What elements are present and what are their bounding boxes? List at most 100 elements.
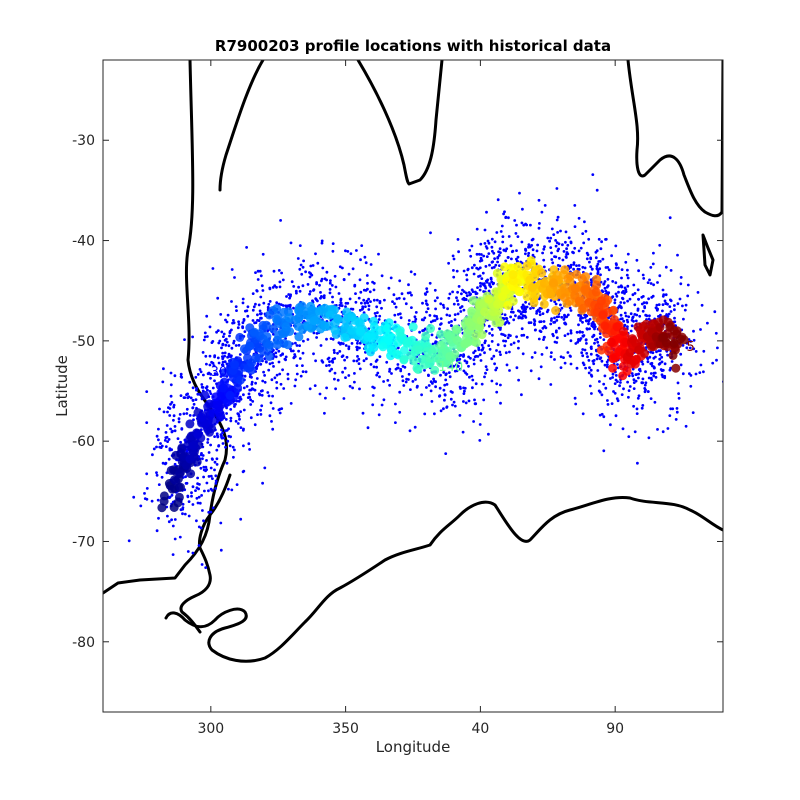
- historical-point: [479, 242, 483, 246]
- historical-point: [621, 297, 625, 301]
- historical-point: [481, 348, 485, 351]
- historical-point: [349, 252, 353, 256]
- historical-point: [353, 372, 356, 375]
- historical-point: [221, 342, 225, 346]
- historical-point: [332, 348, 336, 352]
- historical-point: [542, 338, 545, 341]
- historical-point: [223, 351, 227, 355]
- historical-point: [556, 249, 560, 253]
- historical-point: [524, 307, 527, 311]
- historical-point: [599, 247, 603, 251]
- historical-point: [189, 396, 193, 400]
- historical-point: [213, 460, 217, 464]
- historical-point: [629, 312, 633, 316]
- historical-point: [483, 228, 487, 232]
- historical-point: [536, 243, 539, 247]
- historical-point: [499, 251, 502, 255]
- historical-point: [344, 301, 348, 305]
- historical-point: [298, 244, 302, 248]
- historical-point: [172, 418, 175, 422]
- historical-point: [195, 519, 198, 523]
- historical-point: [281, 353, 284, 356]
- historical-point: [539, 365, 543, 369]
- historical-point: [177, 420, 181, 424]
- historical-point: [525, 335, 529, 339]
- historical-point: [504, 216, 508, 220]
- historical-point: [616, 399, 620, 403]
- historical-point: [451, 403, 454, 407]
- historical-point: [566, 351, 570, 354]
- historical-point: [694, 350, 698, 353]
- historical-point: [543, 245, 546, 249]
- historical-point: [548, 239, 551, 243]
- historical-point: [364, 305, 367, 308]
- historical-point: [538, 310, 542, 313]
- historical-point: [208, 390, 212, 393]
- historical-point: [378, 355, 382, 358]
- historical-point: [607, 316, 610, 320]
- historical-point: [242, 319, 246, 322]
- historical-point: [579, 319, 582, 322]
- historical-point: [581, 330, 584, 334]
- historical-point: [691, 411, 695, 414]
- historical-point: [400, 292, 404, 296]
- historical-point: [238, 353, 242, 356]
- historical-point: [649, 266, 653, 269]
- historical-point: [491, 333, 494, 337]
- historical-point: [341, 354, 345, 358]
- profile-point: [537, 268, 547, 278]
- historical-point: [204, 465, 208, 469]
- historical-point: [161, 461, 165, 465]
- historical-point: [438, 386, 442, 390]
- historical-point: [569, 241, 573, 245]
- historical-point: [306, 283, 310, 286]
- historical-point: [167, 457, 171, 461]
- historical-point: [459, 353, 463, 357]
- historical-point: [344, 305, 347, 308]
- historical-point: [156, 498, 160, 502]
- historical-point: [520, 334, 524, 337]
- historical-point: [626, 299, 629, 303]
- historical-point: [271, 427, 275, 431]
- historical-point: [330, 367, 333, 371]
- historical-point: [580, 351, 584, 355]
- historical-point: [593, 341, 596, 345]
- historical-point: [322, 296, 326, 299]
- historical-point: [294, 378, 298, 382]
- profile-point: [560, 265, 570, 275]
- historical-point: [655, 303, 659, 307]
- historical-point: [559, 229, 562, 233]
- historical-point: [325, 364, 328, 367]
- historical-point: [194, 375, 198, 379]
- historical-point: [330, 284, 334, 287]
- historical-point: [504, 259, 508, 263]
- historical-point: [234, 344, 238, 347]
- historical-point: [541, 312, 545, 315]
- historical-point: [219, 433, 223, 436]
- historical-point: [225, 320, 229, 324]
- historical-point: [239, 426, 243, 429]
- historical-point: [348, 297, 352, 301]
- historical-point: [308, 271, 311, 274]
- historical-point: [656, 428, 659, 431]
- historical-point: [214, 487, 218, 490]
- historical-point: [374, 314, 378, 318]
- historical-point: [602, 382, 606, 386]
- historical-point: [470, 244, 474, 248]
- historical-point: [700, 303, 704, 307]
- historical-point: [191, 398, 195, 402]
- historical-point: [279, 303, 283, 306]
- historical-point: [378, 314, 382, 318]
- historical-point: [665, 313, 668, 316]
- coastline-island: [701, 233, 715, 277]
- historical-point: [226, 439, 230, 443]
- historical-point: [376, 311, 379, 314]
- historical-point: [339, 341, 343, 345]
- historical-point: [677, 396, 681, 400]
- historical-point: [428, 314, 432, 317]
- historical-point: [641, 362, 645, 366]
- historical-point: [460, 292, 463, 296]
- historical-point: [288, 303, 292, 307]
- historical-point: [637, 297, 640, 301]
